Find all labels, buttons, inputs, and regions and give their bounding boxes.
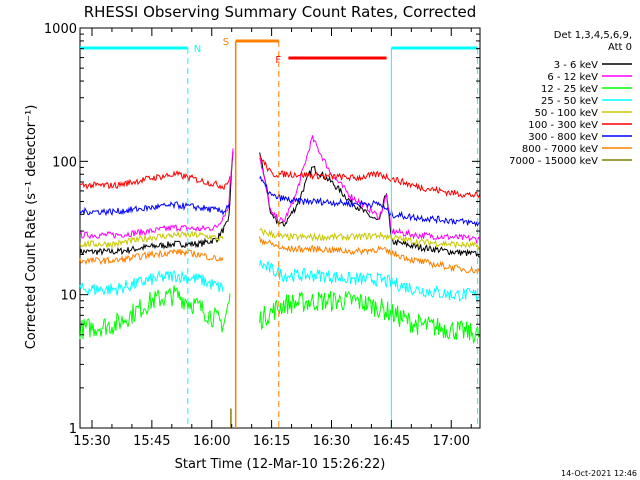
legend-label: 300 - 800 keV [528, 132, 598, 143]
x-tick-label: 16:30 [313, 434, 350, 449]
x-tick-label: 16:15 [253, 434, 290, 449]
y-tick-label: 100 [52, 155, 77, 170]
series-5 [79, 156, 481, 199]
x-axis-label: Start Time (12-Mar-10 15:26:22) [175, 457, 386, 472]
annotation-layer: N S F [80, 37, 479, 428]
series-line [259, 228, 481, 250]
legend-label: 100 - 300 keV [528, 120, 598, 131]
series-line [79, 169, 231, 190]
annotation-label: N [194, 44, 201, 55]
x-tick-label: 15:45 [133, 434, 170, 449]
y-tick-label: 1 [69, 422, 77, 437]
legend-header-line: Det 1,3,4,5,6,9, [554, 30, 632, 41]
series-6 [79, 175, 480, 228]
timestamp-label: 14-Oct-2021 12:46 [561, 469, 637, 478]
y-tick-label: 10 [60, 289, 77, 304]
series-line [259, 260, 480, 302]
legend-label: 7000 - 15000 keV [509, 156, 598, 167]
series-line [79, 201, 231, 217]
series-0 [79, 151, 480, 258]
plot-frame [79, 27, 481, 429]
series-line [79, 269, 224, 296]
series-line [259, 291, 481, 344]
annotation-label: S [223, 37, 229, 48]
series-line [259, 236, 480, 275]
series-line [259, 135, 481, 244]
series-4 [79, 228, 481, 250]
x-tick-label: 16:45 [373, 434, 410, 449]
series-layer [79, 135, 481, 344]
series-1 [79, 135, 481, 244]
series-line [79, 148, 234, 240]
legend-label: 12 - 25 keV [541, 84, 598, 95]
series-line [79, 230, 224, 250]
series-7 [79, 236, 480, 275]
legend-label: 6 - 12 keV [547, 72, 598, 83]
series-line [259, 152, 480, 258]
legend-label: 50 - 100 keV [535, 108, 599, 119]
y-axis-label: Corrected Count Rate (s⁻¹ detector⁻¹) [24, 105, 39, 350]
annotation-label: F [275, 55, 281, 66]
series-3 [79, 260, 480, 302]
y-tick-label: 1000 [44, 22, 77, 37]
legend-header-line: Att 0 [608, 42, 632, 53]
legend-label: 800 - 7000 keV [522, 144, 598, 155]
series-line [79, 151, 234, 256]
series-line [79, 285, 231, 340]
legend-label: 25 - 50 keV [541, 96, 598, 107]
ticks-layer: 1 10 100 1000 15:30 15:45 16:00 16:15 16:30 16:45… [44, 22, 480, 449]
x-tick-label: 15:30 [73, 434, 110, 449]
x-tick-label: 17:00 [433, 434, 470, 449]
series-line [259, 156, 481, 199]
series-2 [79, 285, 481, 344]
series-line [259, 175, 480, 228]
chart-title: RHESSI Observing Summary Count Rates, Co… [84, 3, 477, 21]
x-tick-label: 16:00 [193, 434, 230, 449]
series-line [79, 248, 224, 266]
plot-border [79, 27, 481, 429]
legend-label: 3 - 6 keV [554, 60, 598, 71]
